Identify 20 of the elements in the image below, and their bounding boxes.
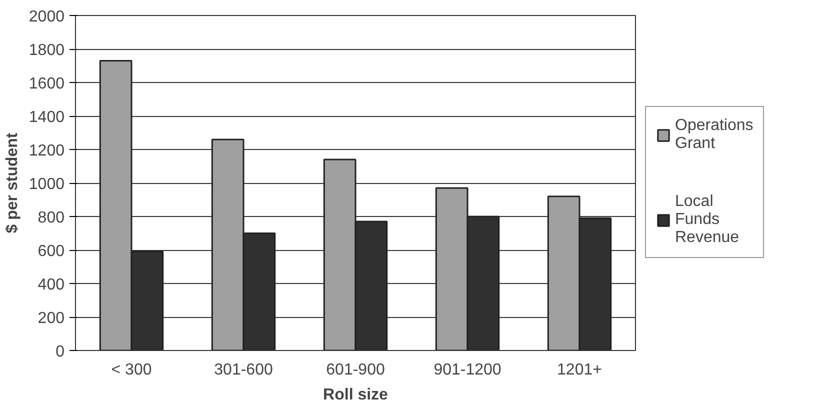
x-tick-label: 301-600 bbox=[214, 362, 273, 378]
y-axis-title: $ per student bbox=[4, 132, 21, 234]
y-tick-label: 1400 bbox=[28, 109, 65, 126]
y-tick-label: 2000 bbox=[28, 8, 65, 26]
x-tick-label: 601-900 bbox=[326, 362, 385, 378]
y-tick-label: 600 bbox=[38, 243, 65, 260]
x-axis-title: Roll size bbox=[323, 386, 388, 404]
y-tick-label: 400 bbox=[38, 276, 65, 294]
y-tick-label: 1800 bbox=[28, 42, 65, 59]
legend-label: Local Funds Revenue bbox=[675, 193, 740, 247]
y-tick-label: 1000 bbox=[28, 176, 65, 193]
x-tick-label: 901-1200 bbox=[434, 362, 502, 378]
y-tick-label: 200 bbox=[38, 310, 65, 327]
legend-label: Operations Grant bbox=[675, 117, 754, 153]
y-tick-label: 1600 bbox=[28, 76, 65, 92]
y-tick-label: 1200 bbox=[28, 142, 65, 160]
x-tick-label: 1201+ bbox=[557, 362, 602, 378]
y-tick-label: 0 bbox=[56, 344, 65, 360]
y-tick-label: 800 bbox=[38, 210, 65, 226]
x-tick-label: < 300 bbox=[111, 362, 152, 378]
